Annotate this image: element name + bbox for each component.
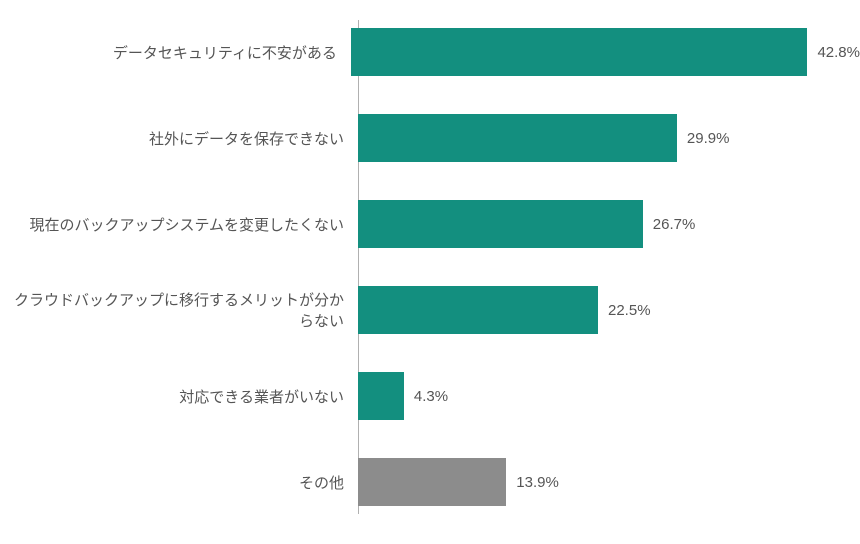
category-label: その他 <box>0 472 358 493</box>
value-label: 4.3% <box>414 388 448 405</box>
bar-chart: データセキュリティに不安がある 42.8% 社外にデータを保存できない 29.9… <box>0 28 860 544</box>
value-label: 26.7% <box>653 216 696 233</box>
bar <box>358 114 677 162</box>
value-label: 13.9% <box>516 474 559 491</box>
bar-row: 現在のバックアップシステムを変更したくない 26.7% <box>0 200 860 248</box>
bar-area: 13.9% <box>358 458 860 506</box>
category-label: クラウドバックアップに移行するメリットが分からない <box>0 289 358 331</box>
category-label: 社外にデータを保存できない <box>0 128 358 149</box>
y-axis-line <box>358 20 359 514</box>
bar <box>358 200 643 248</box>
bar-area: 29.9% <box>358 114 860 162</box>
bar-row: クラウドバックアップに移行するメリットが分からない 22.5% <box>0 286 860 334</box>
bar-area: 22.5% <box>358 286 860 334</box>
value-label: 29.9% <box>687 130 730 147</box>
bar-row: データセキュリティに不安がある 42.8% <box>0 28 860 76</box>
bar <box>351 28 808 76</box>
value-label: 22.5% <box>608 302 651 319</box>
bar <box>358 372 404 420</box>
bar-row: その他 13.9% <box>0 458 860 506</box>
bar <box>358 458 506 506</box>
bar-area: 4.3% <box>358 372 860 420</box>
value-label: 42.8% <box>817 44 860 61</box>
bar-area: 42.8% <box>351 28 860 76</box>
category-label: 対応できる業者がいない <box>0 386 358 407</box>
bar-row: 対応できる業者がいない 4.3% <box>0 372 860 420</box>
category-label: 現在のバックアップシステムを変更したくない <box>0 214 358 235</box>
bar-row: 社外にデータを保存できない 29.9% <box>0 114 860 162</box>
bar-area: 26.7% <box>358 200 860 248</box>
category-label: データセキュリティに不安がある <box>0 42 351 63</box>
bar <box>358 286 598 334</box>
